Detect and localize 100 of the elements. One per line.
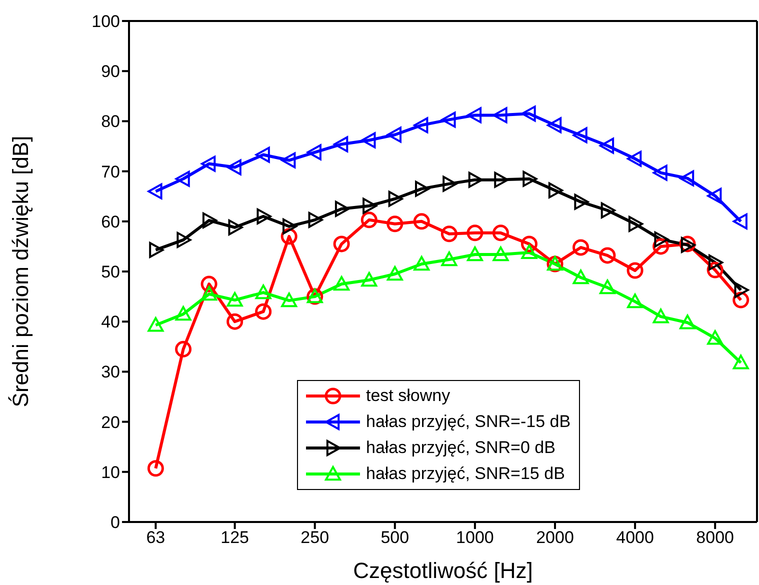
point: [228, 219, 243, 236]
point: [255, 303, 272, 320]
x-tick-label: 125: [220, 528, 250, 548]
point: [255, 284, 272, 300]
point: [708, 254, 724, 270]
point: [492, 224, 509, 242]
y-tick-label: 20: [101, 412, 120, 432]
point: [572, 127, 588, 144]
point: [333, 236, 350, 252]
point: [281, 152, 296, 168]
y-tick-label: 100: [92, 12, 120, 32]
y-tick-label: 30: [101, 362, 120, 382]
point: [707, 330, 724, 345]
x-tick-label: 63: [146, 528, 166, 548]
point: [520, 236, 538, 252]
point: [494, 172, 509, 188]
point: [149, 242, 164, 258]
point: [386, 266, 403, 281]
point: [468, 172, 483, 188]
point: [600, 202, 616, 218]
point: [599, 247, 616, 264]
x-tick-label: 2000: [536, 528, 574, 548]
x-tick-label: 1000: [456, 528, 494, 548]
point: [306, 144, 322, 160]
x-tick-label: 8000: [696, 528, 734, 548]
point: [201, 286, 218, 301]
point: [466, 246, 483, 262]
point: [654, 231, 669, 248]
point: [572, 270, 589, 284]
point: [547, 117, 562, 134]
point: [148, 183, 162, 200]
point: [414, 256, 430, 271]
y-tick-label: 50: [101, 262, 120, 282]
point: [200, 276, 218, 292]
y-tick-label: 80: [101, 112, 120, 132]
point: [360, 212, 378, 228]
x-axis-title: Częstotliwość [Hz]: [353, 558, 533, 583]
point: [386, 126, 402, 143]
point: [680, 314, 696, 330]
y-tick-label: 0: [110, 513, 120, 532]
point: [627, 294, 644, 308]
point: [282, 218, 298, 234]
point: [147, 460, 164, 477]
point: [334, 200, 350, 217]
y-tick-label: 60: [101, 212, 120, 232]
point: [334, 276, 350, 291]
point: [732, 213, 748, 230]
y-tick-label: 90: [101, 62, 120, 82]
point: [361, 272, 378, 287]
point: [680, 170, 694, 186]
y-tick-label: 40: [101, 312, 120, 332]
point: [201, 156, 216, 172]
point: [440, 226, 458, 242]
point: [308, 212, 323, 228]
x-tick-label: 4000: [616, 528, 654, 548]
legend-label: hałas przyjęć, SNR=-15 dB: [366, 412, 571, 432]
point: [361, 132, 376, 148]
x-tick-label: 500: [380, 528, 410, 548]
point: [466, 224, 484, 242]
point: [148, 317, 164, 332]
point: [572, 239, 590, 256]
legend-label: test słowny: [366, 386, 450, 406]
point: [281, 292, 298, 308]
legend-label: hałas przyjęć, SNR=15 dB: [366, 464, 565, 484]
point: [574, 194, 589, 210]
point: [175, 170, 190, 187]
point: [175, 340, 192, 358]
point: [414, 180, 430, 197]
point: [334, 136, 348, 152]
point: [466, 107, 482, 124]
point: [175, 306, 192, 321]
point: [414, 117, 428, 134]
point: [599, 138, 614, 154]
point: [362, 198, 378, 214]
point: [707, 188, 722, 204]
point: [202, 212, 218, 228]
point: [413, 213, 430, 230]
point: [521, 106, 536, 122]
point: [386, 216, 404, 232]
point: [226, 313, 244, 330]
y-tick-label: 10: [101, 462, 120, 482]
point: [255, 146, 270, 163]
point: [734, 282, 749, 298]
point: [388, 190, 403, 207]
point: [521, 244, 538, 260]
point: [492, 246, 509, 262]
point: [732, 354, 749, 370]
point: [626, 262, 644, 279]
y-tick-label: 70: [101, 162, 120, 182]
point: [628, 216, 644, 232]
y-axis-title: Średni poziom dźwięku [dB]: [8, 136, 33, 408]
point: [652, 308, 669, 324]
point: [599, 280, 616, 294]
point: [627, 150, 642, 167]
legend-label: hałas przyjęć, SNR=0 dB: [366, 438, 556, 458]
x-tick-label: 250: [300, 528, 330, 548]
point: [548, 182, 563, 198]
point: [652, 164, 668, 181]
point: [441, 251, 458, 266]
point: [441, 112, 456, 128]
